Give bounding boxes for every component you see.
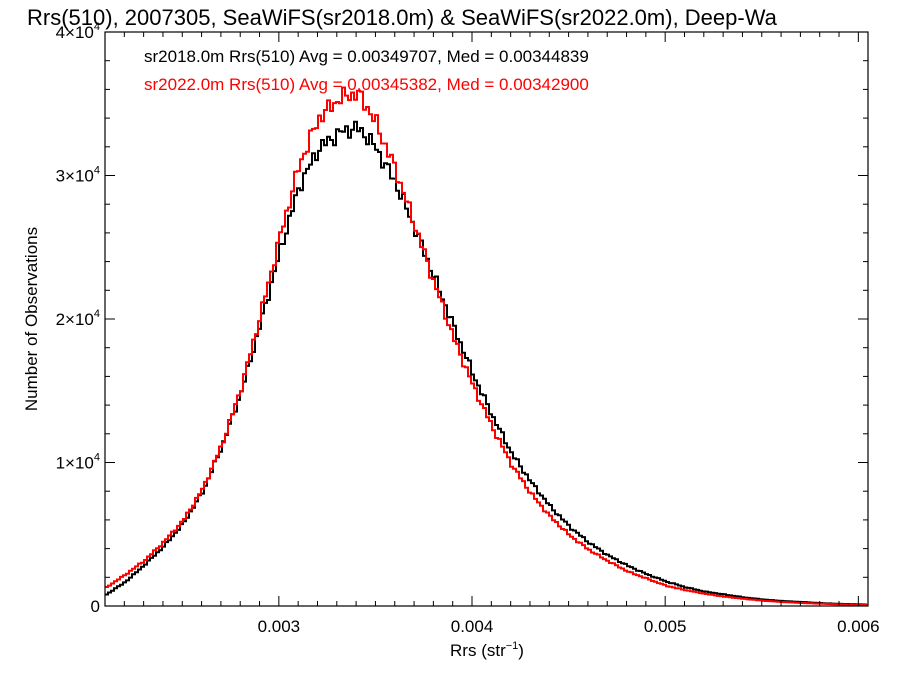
- y-tick-label: 2×104: [56, 308, 100, 329]
- x-tick-label: 0.006: [837, 617, 880, 636]
- axis-layer: 0.003 0.004 0.005 0.006 0 1×104 2×104 3×104 4×10…: [56, 21, 880, 636]
- x-tick-label: 0.004: [451, 617, 494, 636]
- y-tick-label: 0: [91, 597, 100, 616]
- x-axis-label-superscript: −1: [506, 640, 519, 652]
- y-tick-label: 1×104: [56, 452, 100, 473]
- series-sr2018-line: [105, 120, 867, 606]
- x-tick-label: 0.003: [258, 617, 301, 636]
- annotation-sr2022-stats: sr2022.0m Rrs(510) Avg = 0.00345382, Med…: [144, 75, 589, 94]
- y-tick-label: 3×104: [56, 165, 100, 186]
- x-axis-label-text: Rrs (str: [450, 641, 506, 660]
- annotation-layer: sr2018.0m Rrs(510) Avg = 0.00349707, Med…: [144, 47, 589, 94]
- series-layer: [105, 86, 868, 606]
- x-axis-label: Rrs (str−1): [450, 640, 524, 660]
- y-axis-label: Number of Observations: [22, 227, 41, 411]
- x-tick-label: 0.005: [644, 617, 687, 636]
- chart-title: Rrs(510), 2007305, SeaWiFS(sr2018.0m) & …: [27, 5, 778, 30]
- y-tick-label: 4×104: [56, 21, 100, 42]
- series-sr2022-line: [105, 86, 868, 606]
- plot-frame: [104, 31, 869, 607]
- annotation-sr2018-stats: sr2018.0m Rrs(510) Avg = 0.00349707, Med…: [144, 47, 589, 66]
- x-axis-label-end: ): [518, 641, 524, 660]
